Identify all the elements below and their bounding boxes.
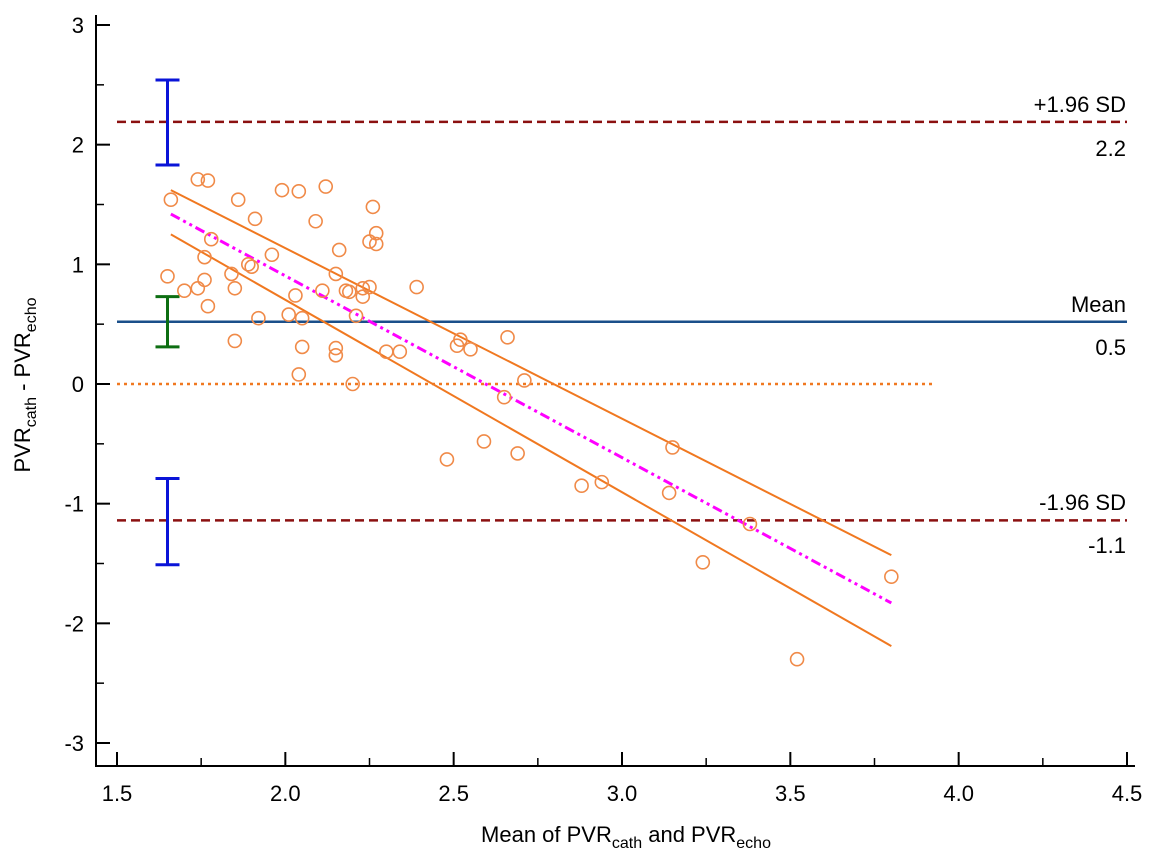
y-tick-label: -3 [64, 731, 84, 756]
data-point [348, 308, 364, 324]
x-tick-label: 4.0 [943, 781, 974, 806]
data-point [594, 474, 610, 490]
lower-loa-label: -1.96 SD [1039, 490, 1126, 515]
mean-value: 0.5 [1095, 335, 1126, 360]
data-point [281, 307, 297, 322]
reference-lines [117, 120, 1127, 522]
data-point [510, 446, 525, 461]
upper-loa-label: +1.96 SD [1034, 92, 1126, 117]
mean-label: Mean [1071, 292, 1126, 317]
data-point [274, 182, 290, 198]
data-point [294, 310, 310, 326]
upper-loa-value: 2.2 [1095, 136, 1126, 161]
x-tick-label: 3.0 [607, 781, 638, 806]
data-point [345, 376, 360, 392]
data-point [230, 192, 246, 208]
line-labels: +1.96 SD 2.2 Mean 0.5 -1.96 SD -1.1 [1034, 92, 1126, 558]
x-tick-label: 1.5 [102, 781, 133, 806]
data-point [160, 268, 175, 284]
data-point [476, 434, 492, 449]
data-point [328, 266, 344, 282]
data-point [177, 283, 192, 298]
data-point [163, 192, 179, 208]
data-point [224, 266, 239, 282]
axes: -3 -2 -1 0 1 2 3 1.5 2.0 2.5 3.0 3.5 4.0 4.5 [64, 13, 1142, 806]
data-point [341, 284, 357, 300]
data-point [355, 280, 371, 296]
data-point [355, 289, 371, 304]
data-point [190, 172, 206, 187]
data-point [661, 485, 677, 501]
data-point [247, 211, 263, 227]
data-point [331, 242, 347, 258]
y-tick-label: 3 [72, 13, 84, 38]
data-point [315, 283, 330, 298]
x-tick-label: 4.5 [1112, 781, 1143, 806]
data-point [379, 344, 394, 359]
x-tick-label: 2.5 [438, 781, 469, 806]
y-tick-label: 1 [72, 252, 84, 277]
x-tick-label: 2.0 [270, 781, 301, 806]
y-tick-label: 2 [72, 133, 84, 158]
data-point [328, 347, 344, 363]
data-point [368, 225, 384, 241]
data-point [294, 339, 310, 355]
data-point [368, 236, 384, 252]
data-point [695, 555, 711, 570]
regression-line-group [170, 212, 893, 605]
data-point [308, 213, 323, 229]
data-point [517, 373, 532, 388]
data-point [264, 247, 280, 263]
data-point [453, 332, 468, 348]
data-point [241, 257, 256, 272]
data-point [227, 333, 243, 349]
data-point [884, 569, 899, 584]
data-point [197, 249, 212, 265]
error-bars [155, 78, 180, 567]
y-axis-title: PVRcath - PVRecho [10, 297, 40, 472]
data-point [574, 478, 589, 494]
x-tick-label: 3.5 [775, 781, 806, 806]
data-point [328, 340, 344, 356]
regression-line [170, 212, 893, 605]
data-point [291, 184, 307, 199]
data-point [496, 389, 512, 405]
data-point [200, 173, 216, 188]
data-point [500, 330, 515, 345]
y-tick-label: -1 [64, 492, 84, 517]
data-point [742, 516, 758, 532]
y-tick-label: 0 [72, 372, 84, 397]
data-point [197, 272, 212, 288]
data-point [392, 344, 408, 359]
data-point [291, 367, 307, 382]
data-point [362, 279, 377, 295]
data-point [190, 280, 206, 296]
ci-lower-line [170, 233, 892, 647]
data-point [318, 179, 334, 194]
ci-upper-line [170, 189, 892, 557]
y-tick-label: -2 [64, 611, 84, 636]
data-point [288, 288, 303, 303]
data-point [365, 199, 381, 215]
data-points [160, 172, 899, 667]
data-point [244, 259, 259, 275]
data-point [409, 279, 424, 295]
x-axis-title: Mean of PVRcath and PVRecho [481, 822, 771, 852]
lower-loa-value: -1.1 [1088, 533, 1126, 558]
data-point [200, 298, 216, 314]
data-point [227, 280, 243, 296]
data-point [203, 231, 219, 247]
data-point [463, 341, 478, 357]
data-point [665, 440, 680, 455]
confidence-interval-lines [170, 189, 892, 647]
data-point [789, 651, 805, 667]
data-point [439, 452, 455, 467]
data-point [251, 310, 266, 326]
